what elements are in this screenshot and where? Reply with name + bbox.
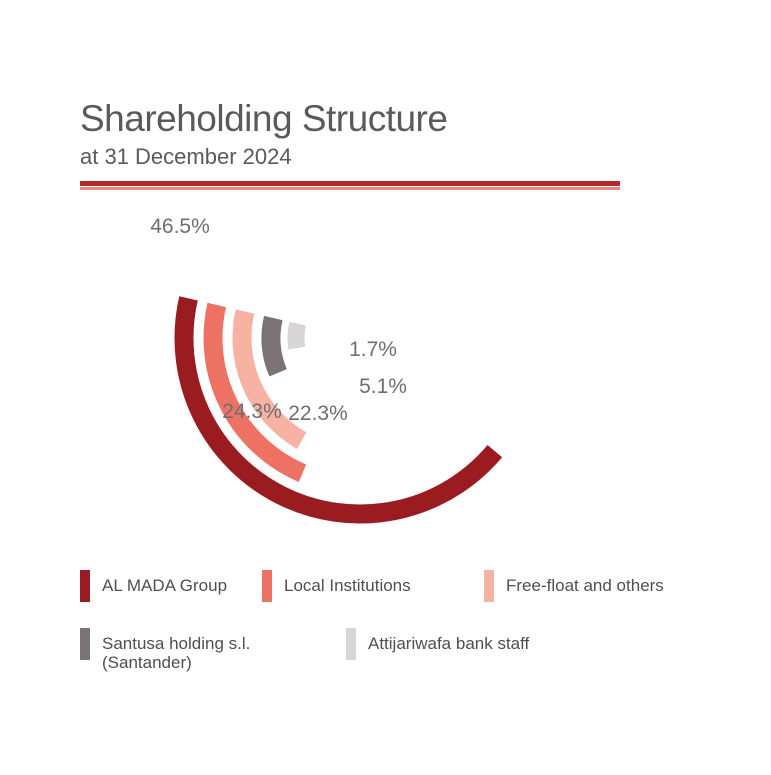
legend-swatch-bank-staff <box>346 628 356 660</box>
arc-bank-staff <box>287 321 306 350</box>
legend-swatch-local-institutions <box>262 570 272 602</box>
value-label-al-mada: 46.5% <box>150 215 210 238</box>
legend-label-santusa: Santusa holding s.l. (Santander) <box>102 634 251 672</box>
value-label-santusa: 5.1% <box>359 375 407 398</box>
legend-label-local-institutions: Local Institutions <box>284 576 411 595</box>
value-labels: 46.5% 24.3% 22.3% 5.1% 1.7% <box>150 215 407 425</box>
legend-item-bank-staff: Attijariwafa bank staff <box>346 628 529 660</box>
arc-al-mada <box>174 296 503 524</box>
legend-swatch-al-mada <box>80 570 90 602</box>
legend-swatch-santusa <box>80 628 90 660</box>
arc-series <box>174 296 503 524</box>
legend-item-al-mada: AL MADA Group <box>80 570 227 602</box>
legend-item-free-float: Free-float and others <box>484 570 664 602</box>
legend-swatch-free-float <box>484 570 494 602</box>
legend-label-bank-staff: Attijariwafa bank staff <box>368 634 530 653</box>
title-rule <box>80 181 620 186</box>
legend-item-santusa: Santusa holding s.l. (Santander) <box>80 628 250 672</box>
title-rule-accent <box>80 187 620 190</box>
arc-santusa <box>261 315 287 377</box>
legend-item-local-institutions: Local Institutions <box>262 570 411 602</box>
chart-title: Shareholding Structure <box>80 98 448 139</box>
value-label-local-institutions: 24.3% <box>222 400 282 423</box>
legend-label-free-float: Free-float and others <box>506 576 664 595</box>
arc-free-float <box>232 309 307 449</box>
value-label-bank-staff: 1.7% <box>349 338 397 361</box>
shareholding-arc-chart: 46.5% 24.3% 22.3% 5.1% 1.7% <box>150 215 503 524</box>
value-label-free-float: 22.3% <box>288 402 348 425</box>
arc-local-institutions <box>203 302 307 483</box>
legend-label-al-mada: AL MADA Group <box>102 576 228 595</box>
chart-subtitle: at 31 December 2024 <box>80 144 292 169</box>
